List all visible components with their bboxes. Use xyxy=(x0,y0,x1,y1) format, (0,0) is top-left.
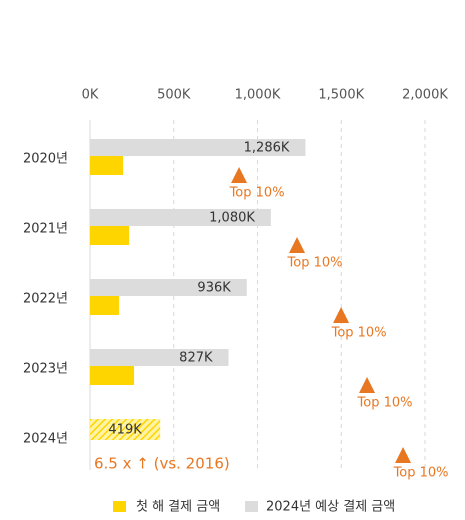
marker-label: Top 10% xyxy=(229,186,285,201)
marker-label: Top 10% xyxy=(331,326,387,341)
bar xyxy=(90,209,271,226)
legend-swatch xyxy=(113,501,126,512)
bar xyxy=(90,349,229,366)
value-label: 827K xyxy=(179,351,213,366)
y-tick-label: 2024년 xyxy=(23,432,68,447)
legend-label: 2024년 예상 결제 금액 xyxy=(266,500,395,515)
value-label: 1,286K xyxy=(244,141,290,156)
x-tick-label: 1,500K xyxy=(318,88,364,103)
bar xyxy=(90,296,119,315)
marker-label: Top 10% xyxy=(287,256,343,271)
legend-label: 첫 해 결제 금액 xyxy=(136,500,220,515)
legend-swatch xyxy=(245,501,258,512)
annotation: 6.5 x ↑ (vs. 2016) xyxy=(94,455,230,473)
triangle-marker xyxy=(359,377,376,393)
value-label: 936K xyxy=(197,281,231,296)
bar xyxy=(90,139,306,156)
marker-label: Top 10% xyxy=(357,396,413,411)
x-tick-label: 500K xyxy=(157,88,191,103)
marker-label: Top 10% xyxy=(393,466,449,481)
triangle-marker xyxy=(333,307,350,323)
y-tick-label: 2023년 xyxy=(23,362,68,377)
bar xyxy=(90,419,161,440)
triangle-marker xyxy=(395,447,412,463)
y-tick-label: 2021년 xyxy=(23,222,68,237)
triangle-marker xyxy=(289,237,306,253)
bar xyxy=(90,366,135,385)
y-tick-label: 2020년 xyxy=(23,152,68,167)
x-tick-label: 2,000K xyxy=(402,88,448,103)
value-label: 1,080K xyxy=(209,211,255,226)
bar xyxy=(90,156,123,175)
value-label: 419K xyxy=(108,423,142,438)
bar xyxy=(90,226,130,245)
bar xyxy=(90,279,247,296)
x-tick-label: 1,000K xyxy=(235,88,281,103)
triangle-marker xyxy=(231,167,248,183)
x-tick-label: 0K xyxy=(82,88,99,103)
y-tick-label: 2022년 xyxy=(23,292,68,307)
